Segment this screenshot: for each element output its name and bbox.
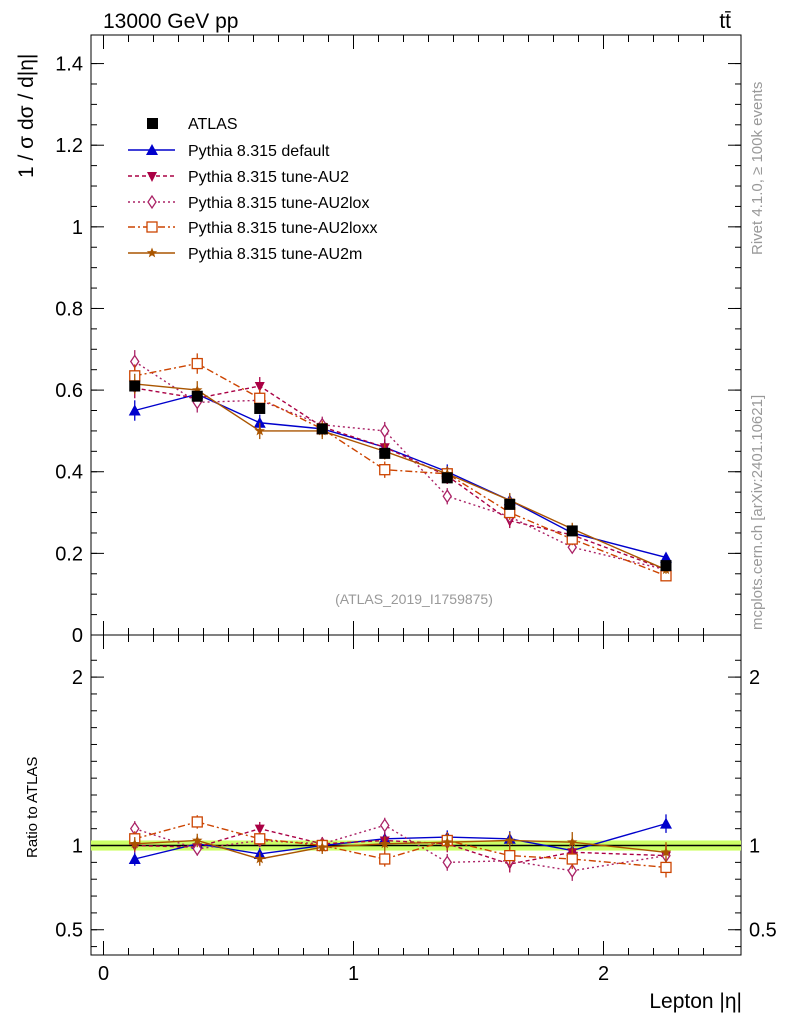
main-y-tick-label: 0.4 [55,462,83,484]
ratio-point-pythia-8-315-tune-au2loxx [504,849,516,862]
point-pythia-8-315-default [128,404,141,416]
main-y-tick-label: 0.8 [55,298,83,320]
series-pythia-8-315-tune-au2m [129,373,672,575]
ratio-point-pythia-8-315-tune-au2m [504,835,515,845]
point-pythia-8-315-tune-au2loxx [254,392,266,404]
ratio-point-pythia-8-315-tune-au2lox [442,855,453,870]
legend-marker-pythia-8-315-tune-au2 [147,172,157,182]
point-atlas [504,498,516,510]
ratio-y-tick-label-right: 1 [749,836,760,858]
ratio-point-pythia-8-315-tune-au2lox [567,863,578,878]
point-pythia-8-315-tune-au2lox [379,423,390,439]
ratio-point-pythia-8-315-tune-au2lox [379,818,390,833]
point-pythia-8-315-tune-au2lox [442,489,453,504]
legend-label-au2loxx: Pythia 8.315 tune-AU2loxx [188,220,377,237]
main-y-axis-title: 1 / σ dσ / d|η| [15,54,38,178]
line-pythia-8-315-tune-au2loxx [134,362,667,577]
analysis-id-label: (ATLAS_2019_I1759875) [335,591,493,607]
ratio-point-pythia-8-315-tune-au2m [442,836,453,847]
point-pythia-8-315-tune-au2 [254,382,265,393]
mcplots-label: mcplots.cern.ch [arXiv:2401.10621] [749,395,766,630]
point-pythia-8-315-tune-au2loxx [191,357,203,370]
series-atlas [129,380,672,572]
line-pythia-8-315-tune-au2lox [134,360,667,571]
ratio-point-pythia-8-315-tune-au2loxx [566,853,578,865]
point-atlas [566,525,578,537]
legend-marker-pythia-8-315-tune-au2m [146,247,158,258]
ratio-series-pythia-8-315-tune-au2m [129,832,672,866]
ratio-y-tick-label: 2 [72,667,83,689]
ratio-point-pythia-8-315-tune-au2m [129,838,140,849]
energy-label: 13000 GeV pp [103,10,238,33]
series-pythia-8-315-tune-au2 [129,377,671,576]
main-y-tick-label: 1 [72,217,83,239]
point-atlas [660,560,672,572]
ratio-point-pythia-8-315-tune-au2loxx [254,833,266,845]
main-y-tick-label: 1.2 [55,135,83,157]
x-axis-title: Lepton |η| [649,990,742,1013]
series-pythia-8-315-default [128,386,672,563]
legend-label-default: Pythia 8.315 default [188,143,330,160]
ratio-point-pythia-8-315-tune-au2m [567,836,578,847]
ratio-series-pythia-8-315-default [128,814,672,866]
ratio-point-pythia-8-315-tune-au2lox [192,841,203,857]
ratio-point-pythia-8-315-tune-au2 [254,824,265,835]
point-atlas [316,423,328,435]
main-y-tick-label: 1.4 [55,54,83,76]
legend-entry-atlas: ATLAS [147,116,238,133]
legend-label-atlas: ATLAS [188,116,238,133]
line-pythia-8-315-default [134,393,667,559]
legend-marker-pythia-8-315-tune-au2lox [147,194,157,210]
ratio-y-tick-label: 0.5 [55,920,83,942]
line-pythia-8-315-tune-au2m [134,383,667,571]
point-atlas [441,472,453,484]
ratio-point-pythia-8-315-tune-au2m [192,835,203,845]
legend: ATLAS Pythia 8.315 default Pythia 8.315 … [128,116,377,263]
legend-marker-atlas [147,118,158,129]
ratio-plot-frame [90,634,742,956]
ratio-point-pythia-8-315-tune-au2m [379,838,390,849]
ratio-point-pythia-8-315-tune-au2loxx [191,816,203,828]
ratio-point-pythia-8-315-tune-au2loxx [660,861,672,874]
point-pythia-8-315-default [253,416,266,428]
legend-label-au2: Pythia 8.315 tune-AU2 [188,169,349,186]
process-label: tt̄ [719,10,731,33]
x-tick-label: 2 [598,963,609,985]
main-y-tick-label: 0.2 [55,543,83,565]
ratio-y-tick-label: 1 [72,836,83,858]
line-pythia-8-315-tune-au2 [134,385,667,571]
legend-marker-pythia-8-315-tune-au2loxx [146,221,158,233]
main-y-tick-label: 0 [72,625,83,647]
ratio-point-pythia-8-315-tune-au2m [660,846,672,857]
series-pythia-8-315-tune-au2loxx [129,353,672,582]
point-atlas [129,380,141,392]
point-pythia-8-315-tune-au2loxx [379,464,391,476]
ratio-point-pythia-8-315-tune-au2m [254,853,265,864]
series-pythia-8-315-tune-au2lox [129,350,671,577]
x-tick-label: 0 [98,963,109,985]
point-pythia-8-315-tune-au2m [192,384,203,395]
ratio-point-pythia-8-315-default [128,853,141,864]
legend-label-au2lox: Pythia 8.315 tune-AU2lox [188,195,369,212]
point-atlas [254,402,266,414]
main-y-tick-label: 0.6 [55,380,83,402]
point-atlas [379,447,391,459]
legend-marker-pythia-8-315-default [146,144,158,155]
ratio-point-pythia-8-315-tune-au2loxx [379,853,391,865]
point-pythia-8-315-default [660,551,672,563]
ratio-y-axis-title: Ratio to ATLAS [24,757,41,858]
point-pythia-8-315-tune-au2m [254,425,265,436]
legend-label-au2m: Pythia 8.315 tune-AU2m [188,246,362,263]
ratio-point-pythia-8-315-tune-au2m [317,841,328,852]
ratio-y-tick-label-right: 0.5 [749,920,777,942]
point-atlas [191,390,203,402]
rivet-version-label: Rivet 4.1.0, ≥ 100k events [749,82,766,255]
ratio-y-tick-label-right: 2 [749,667,760,689]
x-tick-label: 1 [348,963,359,985]
ratio-point-pythia-8-315-default [660,817,672,829]
